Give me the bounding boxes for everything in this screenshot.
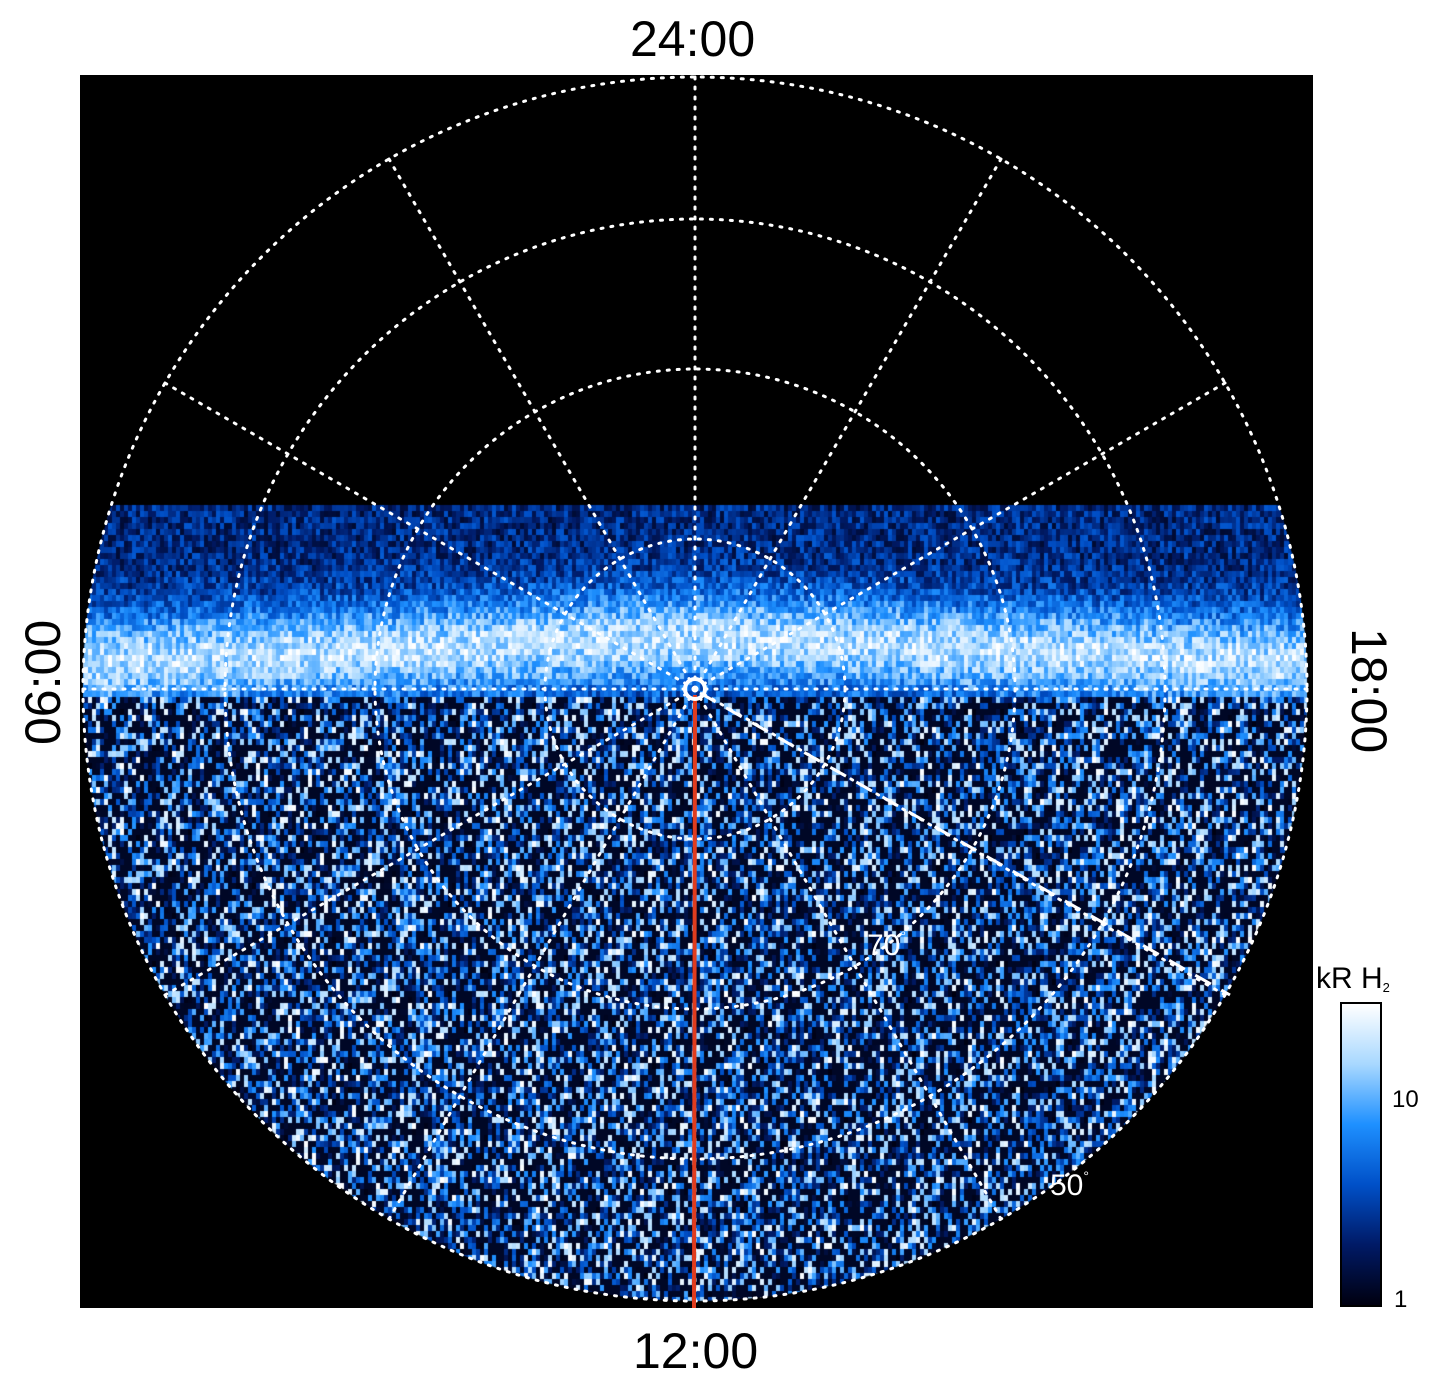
local-time-spoke xyxy=(163,687,697,997)
local-time-spoke xyxy=(387,687,697,1221)
colorbar xyxy=(1340,1002,1382,1307)
colorbar-tick-1: 1 xyxy=(1394,1286,1408,1313)
local-time-spoke xyxy=(693,687,1003,1221)
polar-projection-image: 70° 50° xyxy=(80,75,1313,1308)
colorbar-tick-10: 10 xyxy=(1392,1086,1419,1113)
polar-grid-overlay: 70° 50° xyxy=(81,75,1309,1308)
reference-dashed-line xyxy=(699,691,1231,997)
colorbar-title: kR H2 xyxy=(1316,962,1390,995)
local-time-label-midnight: 24:00 xyxy=(630,11,756,67)
trajectory-line xyxy=(692,694,697,1308)
latitude-label-50: 50° xyxy=(1050,1168,1089,1202)
latitude-label-70: 70° xyxy=(867,928,906,962)
local-time-spoke xyxy=(163,381,697,691)
local-time-spoke xyxy=(693,687,1227,997)
pole-marker xyxy=(683,677,707,701)
local-time-label-noon: 12:00 xyxy=(633,1323,759,1379)
local-time-spoke xyxy=(387,157,697,691)
local-time-spoke xyxy=(693,157,1003,691)
local-time-spoke xyxy=(693,381,1227,691)
local-time-label-dusk: 18:00 xyxy=(1341,628,1397,754)
pole-dot xyxy=(692,686,698,692)
local-time-label-dawn: 06:00 xyxy=(15,619,71,745)
